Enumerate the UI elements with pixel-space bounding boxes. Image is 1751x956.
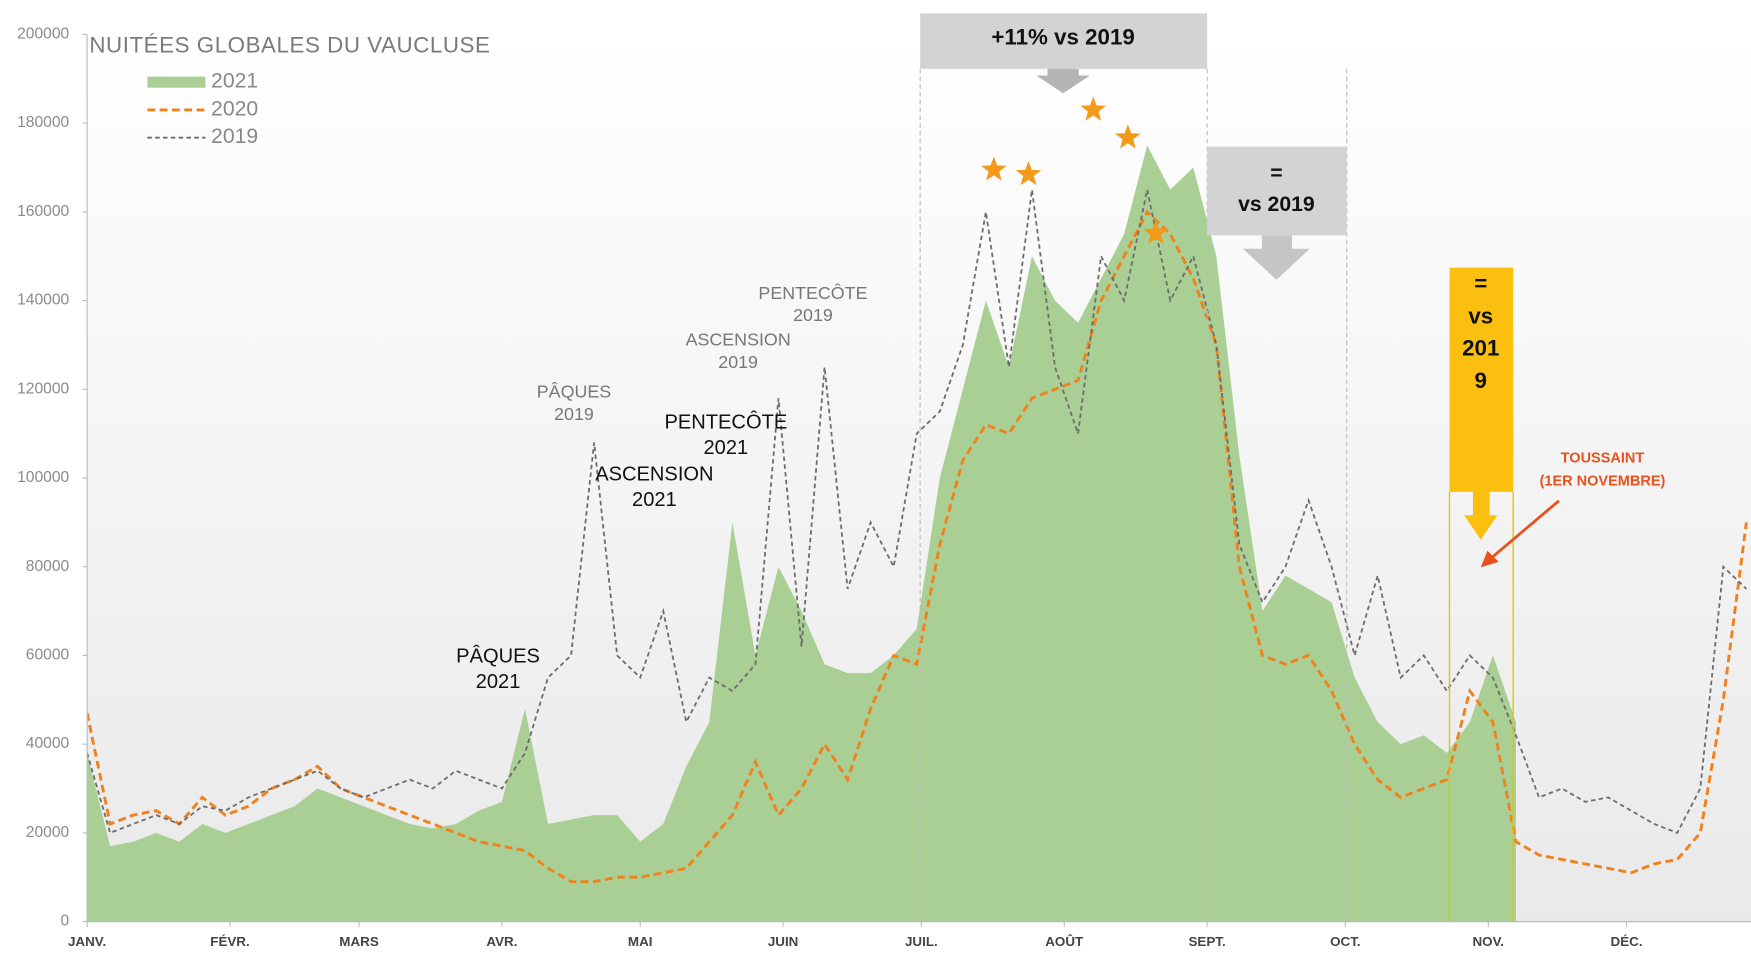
y-tick-label: 140000 — [17, 292, 69, 309]
annotation: = — [1270, 162, 1282, 185]
y-tick-label: 120000 — [17, 380, 69, 397]
annotation: ASCENSION — [595, 464, 713, 486]
annotation: 2021 — [704, 437, 749, 459]
y-tick-label: 40000 — [26, 735, 70, 752]
chart-title: NUITÉES GLOBALES DU VAUCLUSE — [89, 33, 490, 58]
callout-box — [1207, 146, 1347, 236]
annotation: PÂQUES — [537, 382, 612, 402]
pointer-arrow — [1491, 499, 1560, 559]
legend-label: 2021 — [211, 70, 258, 93]
annotation: TOUSSAINT — [1561, 450, 1645, 466]
annotation: 2019 — [793, 305, 833, 325]
star — [1015, 160, 1042, 186]
annotation: PENTECÔTE — [664, 410, 787, 433]
x-tick-label: NOV. — [1473, 934, 1505, 949]
x-tick-label: JANV. — [68, 934, 106, 949]
star — [1143, 219, 1169, 244]
callout-arrow — [1242, 235, 1310, 280]
annotation: vs 2019 — [1238, 193, 1315, 216]
line — [87, 209, 1748, 884]
x-tick-label: FÉVR. — [210, 934, 249, 949]
x-tick-label: OCT. — [1330, 934, 1361, 949]
y-tick-label: 20000 — [26, 824, 70, 841]
annotation: 9 — [1475, 368, 1487, 393]
callout-box — [920, 13, 1208, 69]
callout-arrow — [1464, 491, 1498, 540]
star — [1115, 124, 1141, 149]
annotation: PÂQUES — [456, 645, 540, 668]
y-tick-label: 0 — [61, 913, 70, 930]
annotation: 2021 — [476, 671, 521, 693]
y-tick-label: 180000 — [17, 114, 69, 131]
annotation: 2019 — [554, 404, 594, 424]
annotation: (1ER NOVEMBRE) — [1540, 474, 1666, 490]
legend-label: 2019 — [211, 125, 258, 148]
x-tick-label: SEPT. — [1189, 934, 1226, 949]
annotation: = — [1474, 271, 1487, 296]
line — [87, 189, 1748, 835]
y-tick-label: 80000 — [26, 558, 70, 575]
x-tick-label: AVR. — [486, 934, 517, 949]
x-tick-label: JUIL. — [905, 934, 938, 949]
pointer-arrowhead — [1480, 550, 1499, 568]
area — [87, 145, 1516, 922]
callout-box — [1449, 267, 1514, 492]
annotation: 2021 — [632, 489, 677, 511]
annotation: PENTECÔTE — [758, 282, 867, 303]
y-tick-label: 200000 — [17, 26, 69, 43]
plot-area — [87, 145, 1748, 922]
annotation: vs — [1468, 303, 1493, 328]
y-tick-label: 160000 — [17, 203, 69, 220]
annotation: 2019 — [718, 352, 758, 372]
annotation: ASCENSION — [686, 330, 791, 350]
legend-label: 2020 — [211, 98, 258, 121]
callout-arrow — [1036, 68, 1090, 94]
y-tick-label: 60000 — [26, 647, 70, 664]
y-tick-label: 100000 — [17, 469, 69, 486]
star — [981, 156, 1007, 181]
star — [1080, 96, 1107, 121]
x-tick-label: MARS — [339, 934, 379, 949]
x-tick-label: AOÛT — [1045, 934, 1084, 949]
annotation: +11% vs 2019 — [991, 25, 1134, 50]
annotation: 201 — [1462, 336, 1499, 361]
x-tick-label: MAI — [628, 934, 653, 949]
x-tick-label: DÉC. — [1611, 934, 1643, 949]
x-tick-label: JUIN — [768, 934, 799, 949]
legend-swatch — [147, 76, 206, 88]
